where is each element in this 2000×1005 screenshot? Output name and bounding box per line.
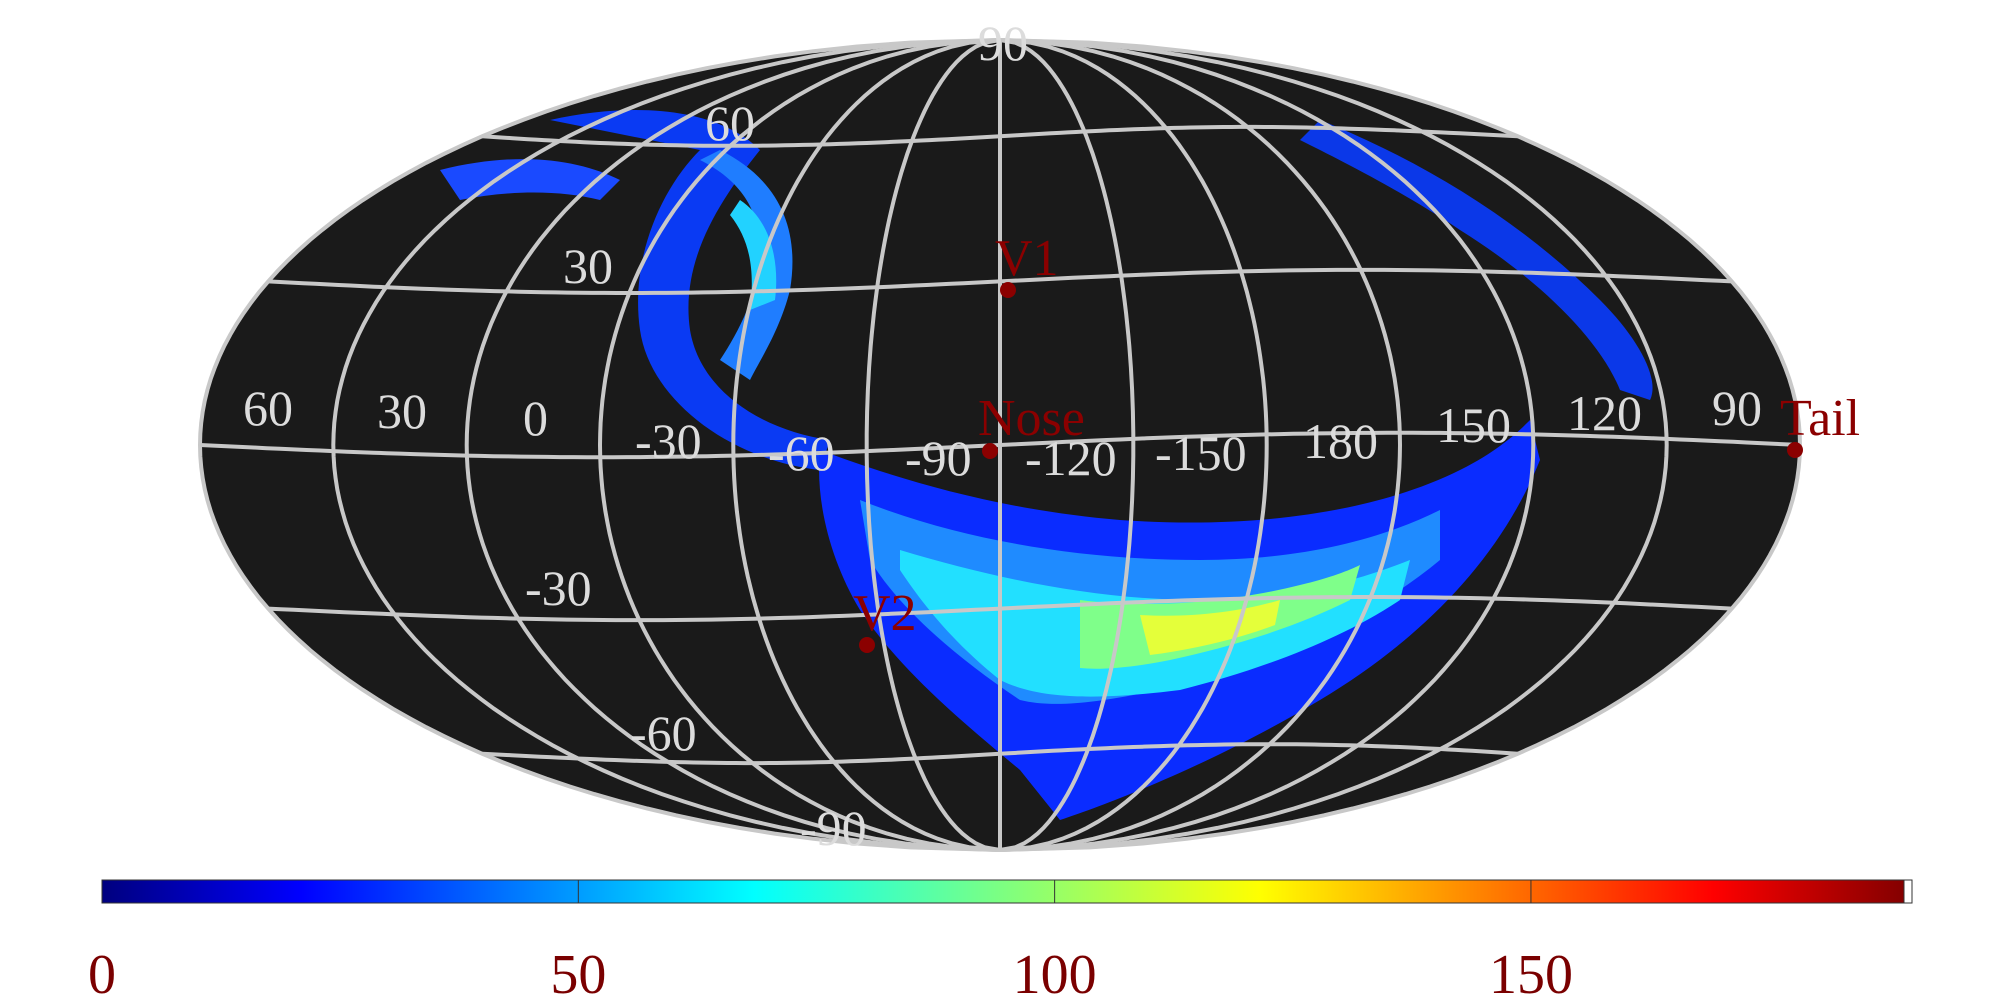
marker-label: Tail bbox=[1780, 390, 1860, 447]
meridian-line bbox=[864, 38, 1001, 852]
colorbar-ticks bbox=[101, 880, 1532, 903]
longitude-labels: 60 30 0 -30 -60 -90 -120 -150 180 150 12… bbox=[243, 380, 1762, 486]
longitude-label: 0 bbox=[523, 390, 548, 446]
map-markers: V1 Nose V2 Tail bbox=[853, 230, 1860, 653]
longitude-label: 150 bbox=[1436, 397, 1511, 453]
meridian-line bbox=[597, 38, 1001, 852]
meridian-line bbox=[999, 38, 1269, 852]
marker-dot bbox=[982, 443, 998, 459]
latitude-label: 60 bbox=[705, 95, 755, 151]
parallel-line bbox=[482, 742, 1518, 766]
marker-dot bbox=[1787, 442, 1803, 458]
map-disc bbox=[197, 38, 1803, 852]
colorbar-tick-label: 0 bbox=[88, 944, 116, 1000]
colorbar-end-cap bbox=[1903, 879, 1913, 904]
latitude-label: -90 bbox=[800, 800, 867, 856]
longitude-label: 120 bbox=[1567, 385, 1642, 441]
marker-tail: Tail bbox=[1780, 390, 1860, 458]
meridian-line bbox=[999, 38, 1403, 852]
longitude-label: -90 bbox=[905, 430, 972, 486]
marker-label: Nose bbox=[978, 390, 1085, 447]
colorbar: 0 50 100 150 bbox=[88, 879, 1913, 1005]
latitude-labels: 90 60 30 -30 -60 -90 bbox=[525, 15, 1028, 856]
parallel-line bbox=[199, 430, 1801, 460]
latitude-label: 30 bbox=[563, 238, 613, 294]
latitude-label: 90 bbox=[978, 15, 1028, 71]
longitude-label: 180 bbox=[1303, 413, 1378, 469]
marker-label: V2 bbox=[853, 585, 917, 642]
longitude-label: 30 bbox=[377, 383, 427, 439]
longitude-label: -60 bbox=[768, 425, 835, 481]
latitude-label: -60 bbox=[630, 705, 697, 761]
longitude-label: 60 bbox=[243, 380, 293, 436]
marker-dot bbox=[1000, 282, 1016, 298]
meridian-line bbox=[331, 38, 1001, 852]
parallel-line bbox=[482, 124, 1518, 148]
meridian-line bbox=[464, 38, 1001, 852]
longitude-label: 90 bbox=[1712, 380, 1762, 436]
meridian-line bbox=[999, 38, 1136, 852]
parallel-line bbox=[268, 595, 1732, 623]
colorbar-tick-label: 150 bbox=[1489, 944, 1573, 1000]
parallel-line bbox=[268, 267, 1732, 295]
meridian-line bbox=[999, 38, 1536, 852]
colorbar-tick-label: 50 bbox=[550, 944, 606, 1000]
marker-label: V1 bbox=[995, 230, 1059, 287]
colorbar-tick-label: 100 bbox=[1013, 944, 1097, 1000]
marker-dot bbox=[859, 637, 875, 653]
colorbar-tick-labels: 0 50 100 150 bbox=[88, 944, 1573, 1005]
meridian-line bbox=[731, 38, 1001, 852]
colorbar-gradient bbox=[101, 879, 1913, 904]
longitude-label: -150 bbox=[1155, 425, 1247, 481]
marker-v1: V1 bbox=[995, 230, 1059, 298]
marker-v2: V2 bbox=[853, 585, 917, 653]
meridian-line bbox=[999, 38, 1669, 852]
latitude-label: -30 bbox=[525, 560, 592, 616]
longitude-label: -120 bbox=[1025, 430, 1117, 486]
marker-nose: Nose bbox=[978, 390, 1085, 459]
longitude-label: -30 bbox=[635, 413, 702, 469]
